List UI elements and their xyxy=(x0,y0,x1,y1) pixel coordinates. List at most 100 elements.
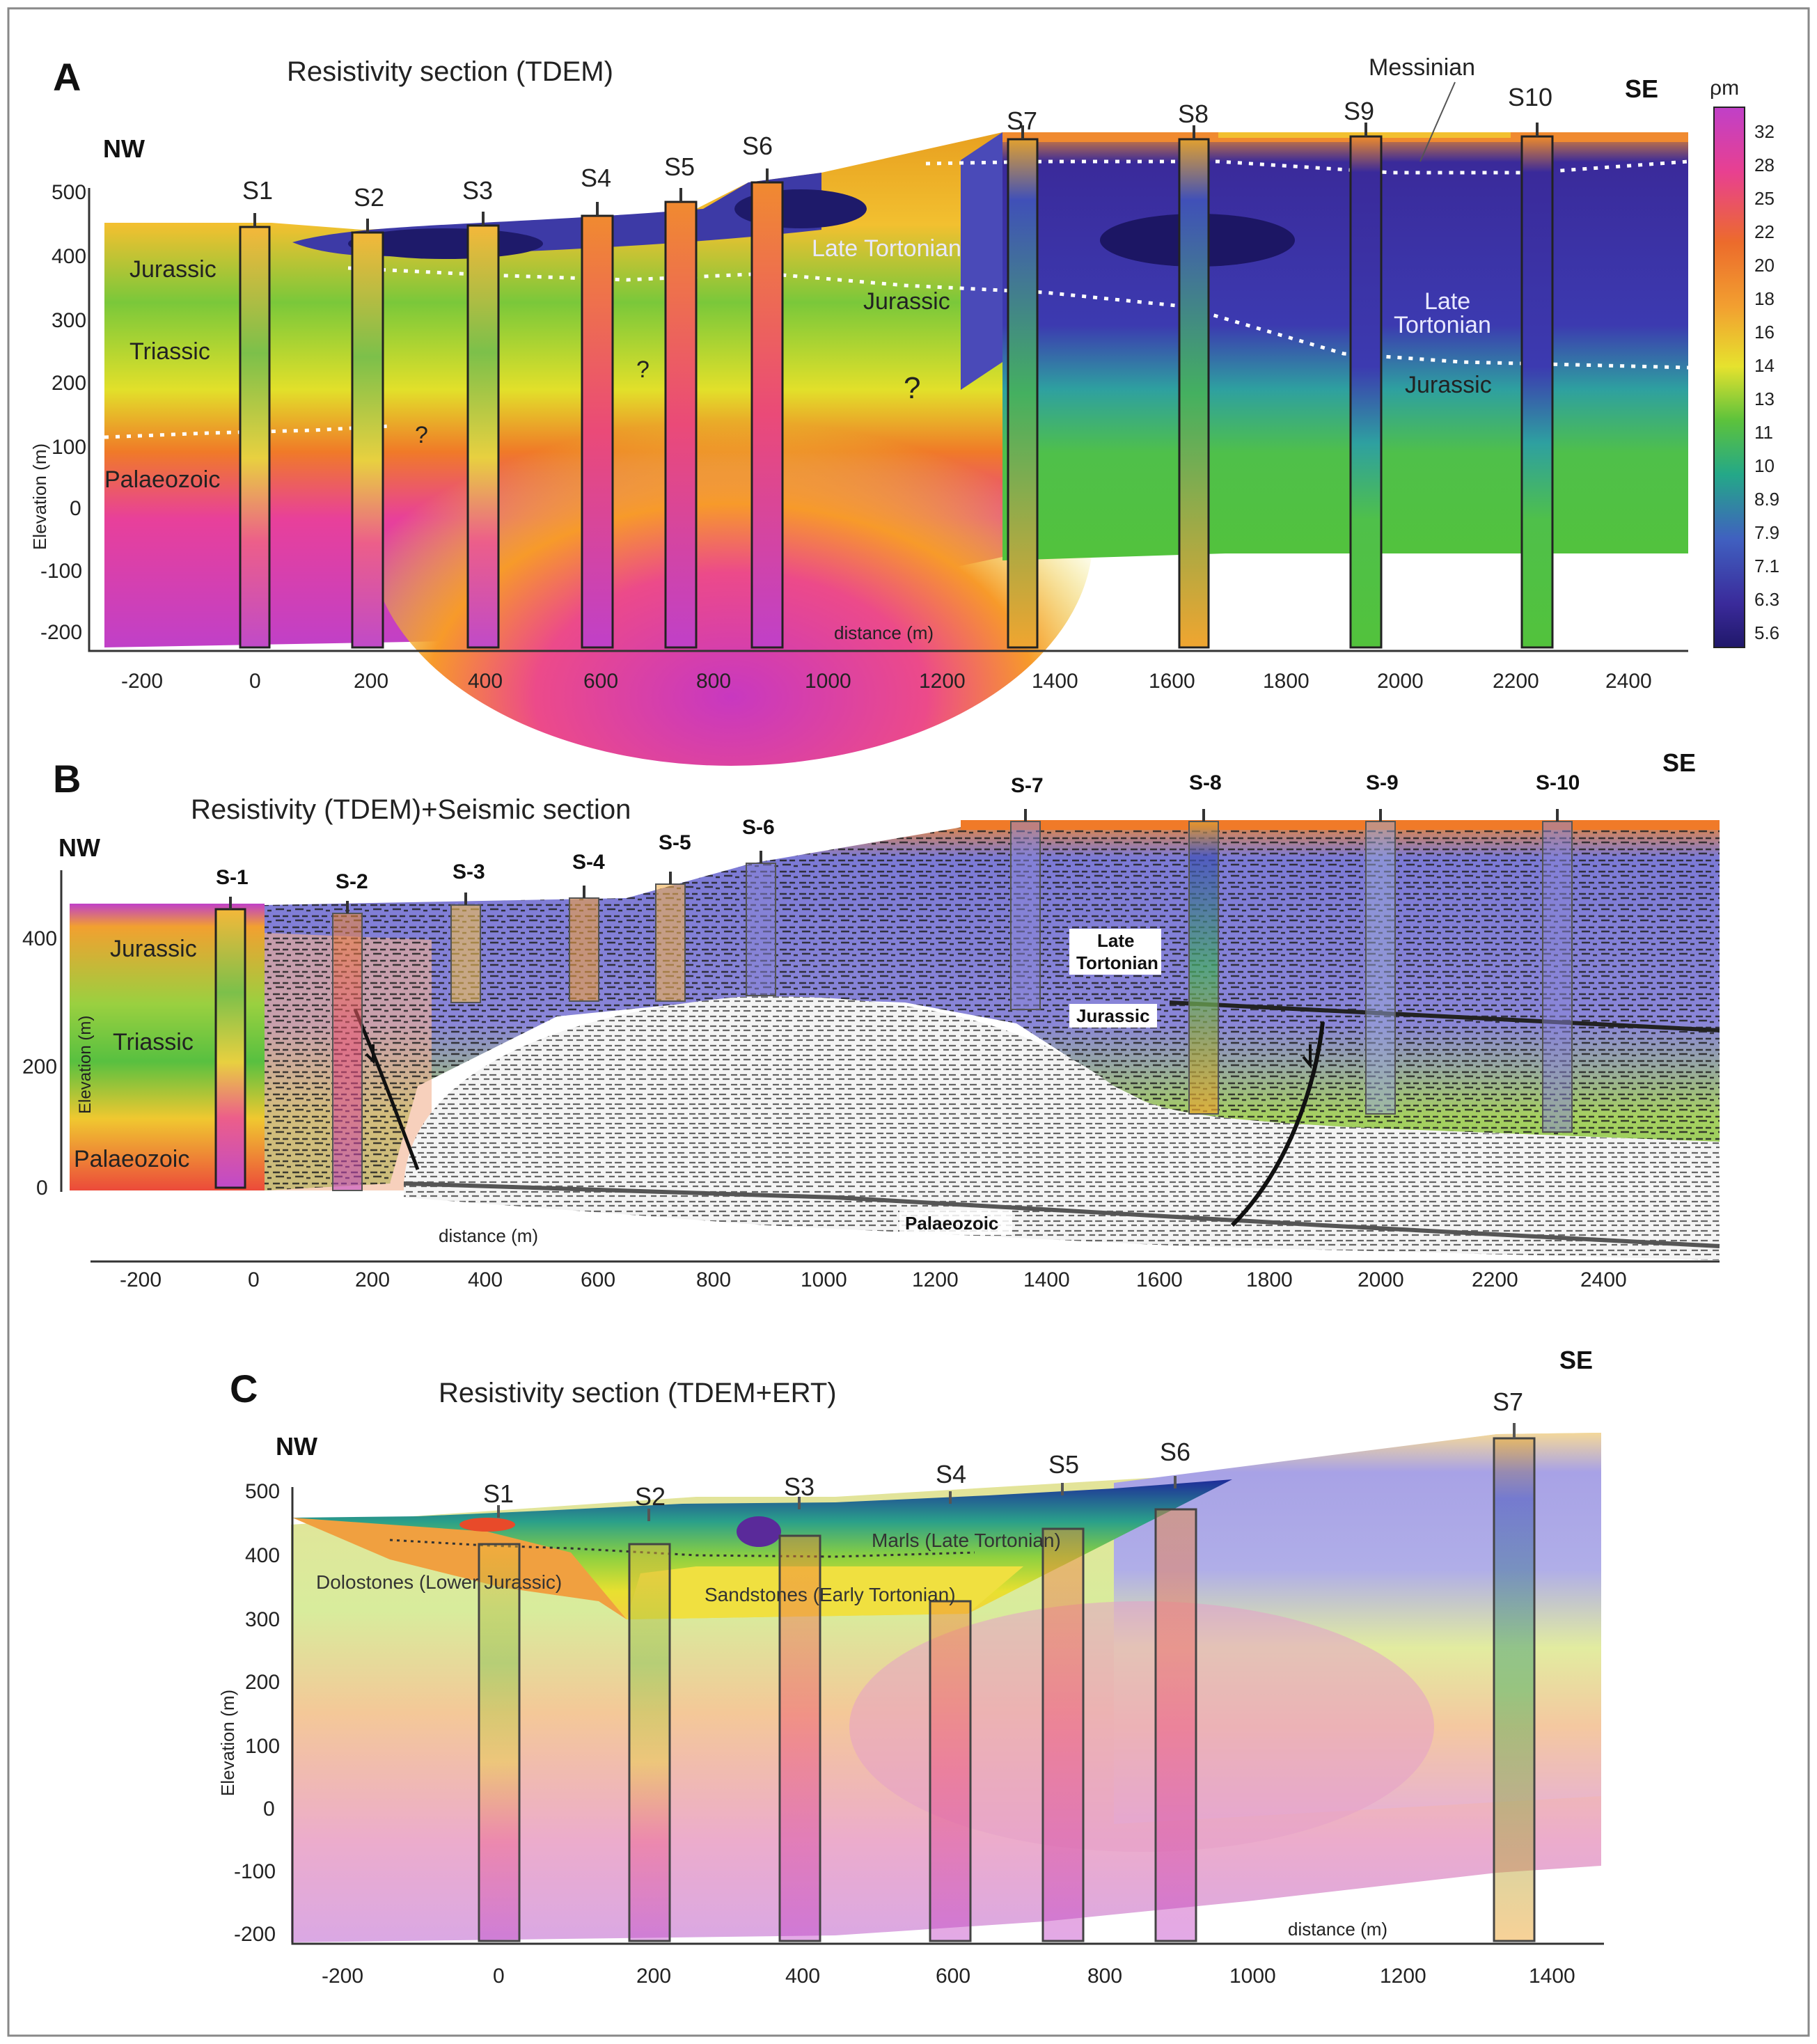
panel-c-col-s5 xyxy=(1041,1527,1085,1942)
colorbar-label: 22 xyxy=(1754,221,1775,242)
panel-a-x-tick: -200 xyxy=(121,670,163,693)
panel-a-unit-palaeozoic: Palaeozoic xyxy=(104,466,220,493)
panel-a-unit-triassic: Triassic xyxy=(129,338,210,365)
panel-a-station-label: S3 xyxy=(462,176,493,205)
panel-a-y-tick: 100 xyxy=(52,436,86,459)
panel-a-x-tick: 800 xyxy=(696,670,731,693)
panel-c-col-s4 xyxy=(929,1600,972,1942)
panel-b-unit-jurassic-mid: Jurassic xyxy=(1076,1005,1150,1026)
panel-a-col-s10 xyxy=(1520,135,1554,649)
panel-a-station-label: S9 xyxy=(1344,97,1374,125)
panel-a-y-tick: 400 xyxy=(52,245,86,268)
panel-b-se-label: SE xyxy=(1662,748,1696,777)
panel-c-unit-dolostones: Dolostones (Lower Jurassic) xyxy=(316,1571,562,1593)
panel-c-y-tick: -200 xyxy=(234,1923,276,1946)
panel-b-col-s5 xyxy=(655,883,686,1002)
panel-b-reflector-deep xyxy=(403,1181,1720,1248)
panel-a-station-markers: S1 S2 S3 S4 S5 S6 S7 S8 S9 S10 xyxy=(242,83,1552,233)
panel-b-title: Resistivity (TDEM)+Seismic section xyxy=(191,794,631,825)
panel-c-station-label: S4 xyxy=(936,1460,966,1488)
panel-a-unit-late-tortonian: Late Tortonian xyxy=(812,235,961,262)
panel-b-letter: B xyxy=(53,757,81,801)
panel-a-question-2: ? xyxy=(636,356,650,383)
panel-a-station-label: S8 xyxy=(1178,100,1209,128)
panel-b-y-tick: 400 xyxy=(22,927,57,950)
panel-c-x-tick: 1400 xyxy=(1529,1965,1575,1988)
panel-b-station-label: S-9 xyxy=(1366,771,1399,794)
panel-c-palaeozoic-high xyxy=(849,1601,1434,1852)
panel-b-unit-palaeozoic-left: Palaeozoic xyxy=(74,1146,189,1172)
panel-b-label-box-palaeozoic xyxy=(899,1210,1012,1235)
panel-a-se-label: SE xyxy=(1625,74,1658,103)
panel-c-col-s7 xyxy=(1493,1437,1536,1942)
panel-c: C Resistivity section (TDEM+ERT) NW SE S… xyxy=(217,1346,1604,1988)
panel-b-x-label: distance (m) xyxy=(439,1225,538,1246)
panel-b-x-tick: 0 xyxy=(248,1268,260,1291)
panel-b-unit-palaeozoic-bottom: Palaeozoic xyxy=(905,1213,998,1234)
panel-a-col-s1 xyxy=(239,226,271,649)
panel-b-station-label: S-8 xyxy=(1189,771,1222,794)
panel-a-axes xyxy=(88,188,1688,652)
colorbar-label: 6.3 xyxy=(1754,589,1779,610)
panel-c-letter: C xyxy=(230,1367,258,1410)
panel-c-x-tick: 0 xyxy=(493,1965,505,1988)
panel-b-station-label: S-1 xyxy=(216,866,249,889)
panel-a-boundary-tortonian-jurassic xyxy=(347,266,1689,370)
panel-c-y-tick: 0 xyxy=(263,1798,275,1821)
panel-c-x-tick: 400 xyxy=(785,1965,820,1988)
panel-c-unit-marls: Marls (Late Tortonian) xyxy=(872,1530,1061,1551)
panel-b-x-tick: 2200 xyxy=(1472,1268,1518,1291)
panel-c-station-label: S6 xyxy=(1160,1438,1190,1466)
panel-b-x-tick: 2000 xyxy=(1358,1268,1404,1291)
panel-c-col-s2 xyxy=(628,1543,671,1942)
panel-b-x-tick: 2400 xyxy=(1580,1268,1627,1291)
panel-c-station-label: S3 xyxy=(784,1472,815,1501)
panel-b-unit-late-2: Tortonian xyxy=(1076,952,1158,973)
panel-a-colorbar xyxy=(1713,107,1745,648)
panel-a-x-tick: 600 xyxy=(583,670,618,693)
colorbar-label: 5.6 xyxy=(1754,622,1779,643)
panel-a-station-label: S7 xyxy=(1007,107,1037,135)
panel-c-col-s1 xyxy=(478,1543,521,1942)
panel-b-x-tick: 1600 xyxy=(1136,1268,1183,1291)
panel-b-y-tick: 200 xyxy=(22,1055,57,1078)
panel-b-station-label: S-4 xyxy=(572,851,605,874)
colorbar-label: 7.9 xyxy=(1754,522,1779,543)
panel-c-axes xyxy=(291,1487,1604,1945)
panel-c-y-tick: 500 xyxy=(245,1480,280,1503)
panel-c-x-tick: -200 xyxy=(322,1965,363,1988)
panel-b-col-s8 xyxy=(1188,821,1219,1115)
panel-a-letter: A xyxy=(53,55,81,99)
panel-c-unit-sandstones: Sandstones (Early Tortonian) xyxy=(705,1584,956,1605)
panel-b-fault-arrow-left xyxy=(365,1044,375,1064)
panel-c-se-label: SE xyxy=(1559,1346,1593,1374)
panel-b-x-tick: 1800 xyxy=(1246,1268,1293,1291)
panel-c-y-tick: -100 xyxy=(234,1860,276,1883)
panel-a-y-tick: -100 xyxy=(40,560,82,583)
panel-b: B Resistivity (TDEM)+Seismic section NW … xyxy=(22,748,1720,1291)
panel-a-colorbar-unit: ρm xyxy=(1710,77,1739,100)
panel-c-station-label: S1 xyxy=(483,1479,514,1508)
panel-a-y-tick: 200 xyxy=(52,372,86,395)
panel-b-col-s1 xyxy=(214,908,246,1189)
panel-a-col-s8 xyxy=(1178,138,1210,649)
panel-a-x-tick: 2200 xyxy=(1493,670,1539,693)
panel-b-col-s2 xyxy=(332,913,363,1191)
panel-b-unit-triassic: Triassic xyxy=(113,1029,194,1055)
colorbar-label: 11 xyxy=(1754,422,1773,443)
colorbar-label: 7.1 xyxy=(1754,556,1779,576)
panel-b-label-box-jurassic xyxy=(1069,1004,1157,1028)
panel-a-y-label: Elevation (m) xyxy=(29,443,50,550)
panel-b-station-columns xyxy=(214,821,1573,1191)
panel-b-station-markers: S-1 S-2 S-3 S-4 S-5 S-6 S-7 S-8 S-9 S-10 xyxy=(216,771,1580,913)
panel-a-station-label: S5 xyxy=(664,152,695,181)
panel-c-station-label: S5 xyxy=(1048,1450,1079,1479)
panel-a-unit-late-right-1: Late xyxy=(1424,288,1470,315)
panel-a-x-tick: 2000 xyxy=(1377,670,1424,693)
panel-b-y-label: Elevation (m) xyxy=(76,1016,95,1114)
panel-c-dolostones-body xyxy=(292,1518,627,1619)
panel-a-unit-jurassic-left: Jurassic xyxy=(129,256,217,283)
panel-b-col-s9 xyxy=(1365,821,1396,1115)
panel-c-y-label: Elevation (m) xyxy=(217,1690,238,1796)
panel-b-col-s7 xyxy=(1010,821,1041,1010)
